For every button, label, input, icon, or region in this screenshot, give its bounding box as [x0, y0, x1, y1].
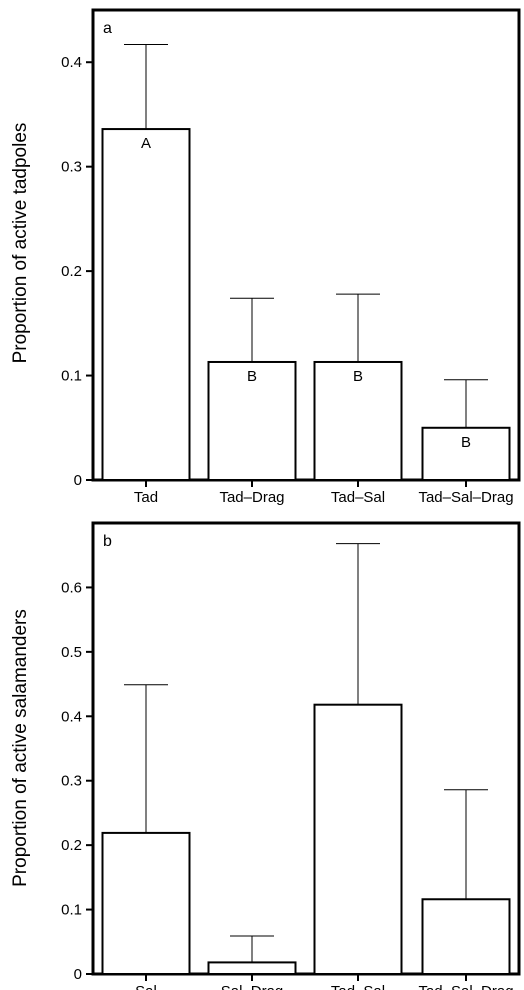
panel-b: 0 0.1 0.2 0.3 0.4 0.5 0.6 Proportion of active …: [10, 521, 521, 990]
y-tick-label: 0.1: [61, 368, 82, 385]
y-tick-label: 0: [74, 966, 82, 983]
y-tick-label: 0.3: [61, 773, 82, 790]
bar: [207, 961, 297, 975]
plot-frame: [91, 521, 521, 976]
significance-letter: B: [247, 368, 257, 385]
category-label: Tad: [134, 489, 158, 506]
panel-letter: b: [103, 533, 112, 550]
y-axis-title: Proportion of active salamanders: [10, 609, 31, 887]
panel-a: 0 0.1 0.2 0.3 0.4 Proportion of active tadpol…: [10, 8, 521, 506]
y-tick-label: 0.2: [61, 263, 82, 280]
y-tick-label: 0.3: [61, 159, 82, 176]
y-tick-label: 0.5: [61, 644, 82, 661]
plot-frame: [91, 8, 521, 482]
category-label: Tad–Sal–Drag: [418, 983, 513, 990]
y-tick-label: 0.4: [61, 54, 82, 71]
y-axis-title: Proportion of active tadpoles: [10, 123, 31, 364]
y-tick-label: 0: [74, 472, 82, 489]
bar: [421, 426, 511, 481]
bar: [313, 360, 403, 482]
bar: [101, 831, 191, 975]
category-label: Tad–Sal: [331, 489, 385, 506]
y-tick-label: 0.4: [61, 708, 82, 725]
significance-letter: A: [141, 135, 151, 152]
bar: [101, 128, 191, 481]
y-tick-label: 0.2: [61, 837, 82, 854]
significance-letter: B: [461, 434, 471, 451]
significance-letter: B: [353, 368, 363, 385]
category-label: Tad–Sal: [331, 983, 385, 990]
y-tick-label: 0.6: [61, 579, 82, 596]
category-label: Sal: [135, 983, 157, 990]
category-label: Tad–Sal–Drag: [418, 489, 513, 506]
bar: [313, 703, 403, 976]
y-tick-label: 0.1: [61, 902, 82, 919]
panel-letter: a: [103, 20, 112, 37]
category-label: Tad–Drag: [219, 489, 284, 506]
bar: [421, 898, 511, 976]
category-label: Sal–Drag: [221, 983, 284, 990]
